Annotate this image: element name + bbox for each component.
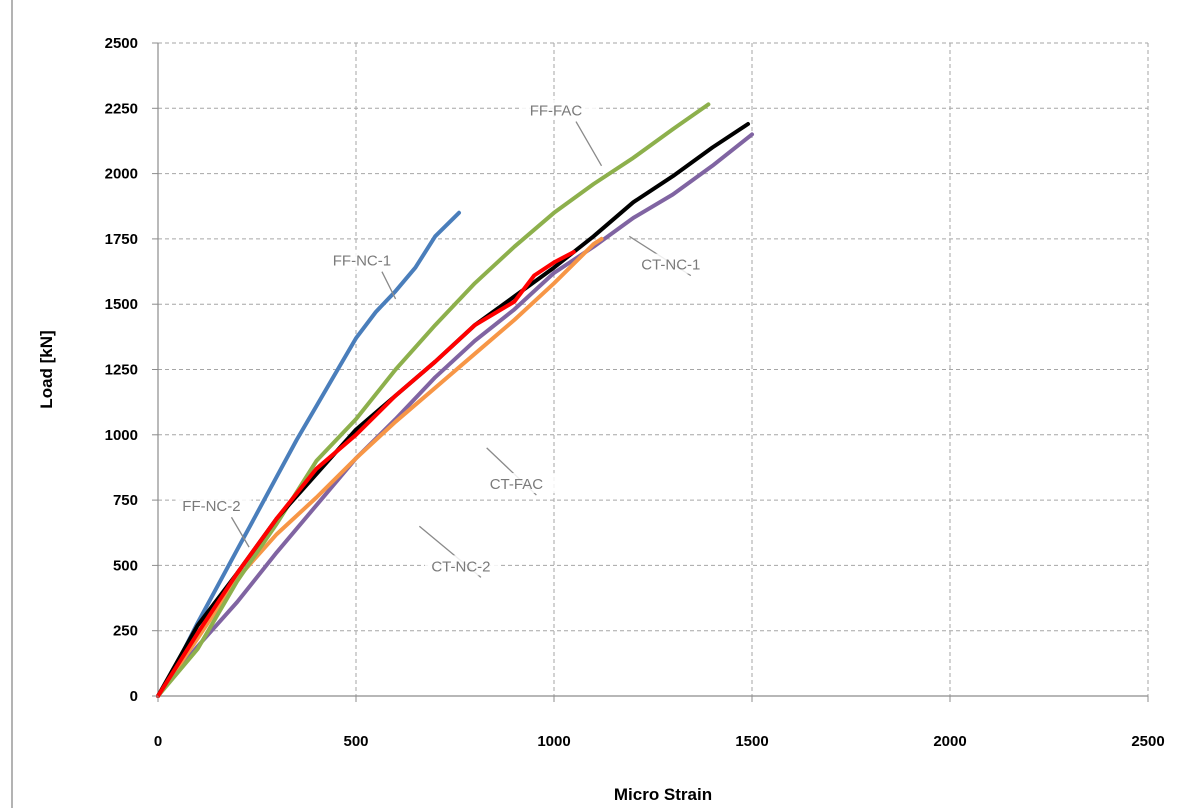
y-tick-label: 1250 [105,362,138,379]
annotation-bg [325,249,402,270]
annotation-group: FF-NC-1 FF-FAC CT-NC-1 CT-FAC FF-NC-2 CT-NC-2 [175,99,711,578]
annotation-label: CT-NC-1 [641,257,700,274]
x-tick-label: 500 [343,733,368,750]
annotation-label: FF-FAC [530,103,583,120]
annotation-bg [519,99,596,120]
y-tick-label: 2500 [105,35,138,52]
gridlines [158,42,1149,696]
x-tick-label: 2500 [1131,733,1164,750]
plot-frame [11,0,1148,808]
y-tick-label: 500 [113,557,138,574]
y-axis-title: Load [kN] [37,330,56,408]
series-line-ff-nc-1 [156,210,461,698]
series-line-ff-fac [156,102,711,698]
x-tick-label: 1000 [537,733,570,750]
y-tick-label: 1500 [105,296,138,313]
x-axis-title: Micro Strain [614,785,712,804]
series-group [156,102,754,698]
y-tick-label: 750 [113,492,138,509]
y-tick-label: 0 [130,688,138,705]
y-tick-label: 1750 [105,231,138,248]
y-tick-label: 1000 [105,427,138,444]
y-tick-label: 2250 [105,100,138,117]
x-tick-label: 2000 [933,733,966,750]
annotation-label: CT-NC-2 [431,558,490,575]
series-line-ct-nc-2 [156,132,754,698]
annotation-label: FF-NC-1 [333,253,391,270]
annotation-bg [175,495,252,516]
y-tick-label: 2000 [105,166,138,183]
x-tick-label: 0 [154,733,162,750]
y-tick-label: 250 [113,623,138,640]
series-line-ct-nc-1 [156,122,750,698]
series-line-ff-nc-2 [156,250,576,698]
annotation-leader [575,121,603,167]
x-tick-label: 1500 [735,733,768,750]
annotation-label: CT-FAC [490,476,544,493]
annotation-bg [480,473,557,494]
tick-labels: 0 250 500 750 1000 1250 1500 1750 2000 2250 2500 0 5… [105,35,1165,750]
annotation-bg [424,555,501,576]
annotation-leader [230,516,250,548]
annotation-label: FF-NC-2 [182,498,240,515]
annotation-bg [634,253,711,274]
annotation-leader [381,271,397,300]
